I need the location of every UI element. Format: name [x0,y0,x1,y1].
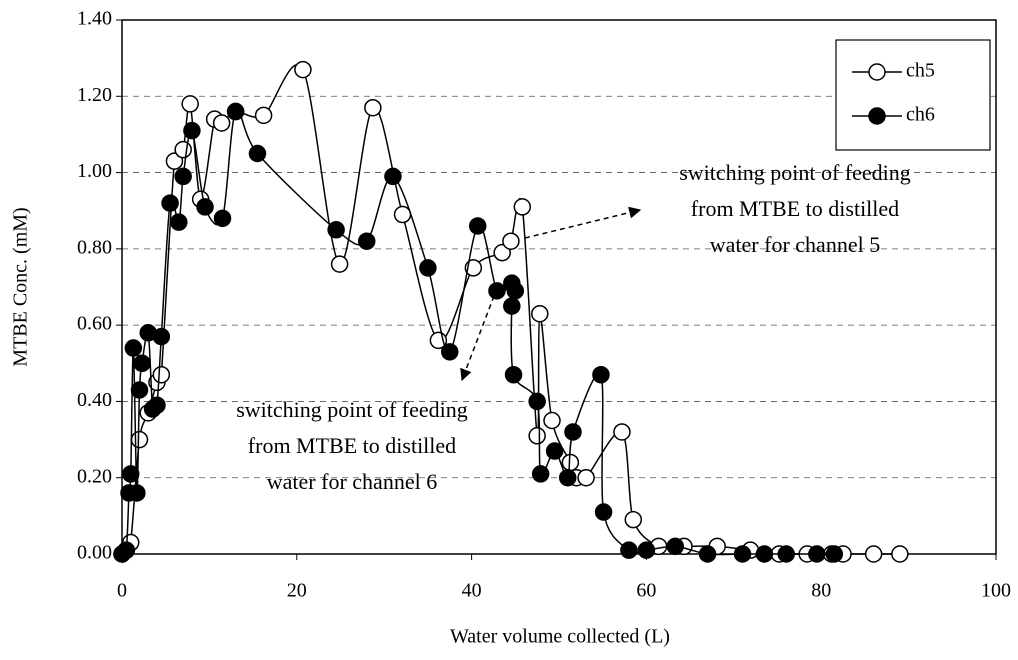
data-point [624,510,643,529]
data-point [613,423,631,441]
data-point [133,354,151,373]
data-point [254,106,273,125]
data-point [592,365,610,384]
legend-marker [868,63,886,81]
data-point [503,297,521,315]
data-point [493,243,511,262]
data-point [577,468,595,487]
data-point [558,468,577,487]
data-point [174,140,192,159]
data-point [620,541,638,559]
x-tick-label: 80 [811,580,831,602]
data-point [165,152,184,170]
data-point [213,209,232,228]
data-point [294,60,312,79]
data-point [488,282,506,300]
y-tick-label: 0.40 [77,389,112,411]
legend-marker [868,107,886,125]
legend-label: ch6 [906,104,935,126]
data-point [174,167,192,186]
data-point [468,217,487,235]
data-point [117,541,136,559]
data-point [130,430,149,449]
annotation-text: from MTBE to distilled [248,433,456,458]
data-point [504,365,523,384]
y-tick-label: 1.40 [77,8,112,30]
y-tick-label: 1.20 [77,84,112,106]
y-tick-label: 0.60 [77,313,112,335]
y-tick-label: 1.00 [77,160,112,182]
data-point [808,545,826,563]
annotation-arrow [524,206,642,239]
data-point [248,144,267,163]
data-point [419,259,437,277]
data-point [152,365,171,384]
data-point [327,221,345,239]
data-point [128,484,146,502]
data-point [183,121,201,140]
data-point [464,259,483,277]
data-point [733,545,752,563]
data-point [121,465,140,483]
data-point [226,102,245,121]
data-point [384,167,402,186]
annotation: switching point of feeding from MTBE to d… [679,160,911,257]
annotation: switching point of feeding from MTBE to d… [236,397,468,494]
data-point [528,392,546,411]
data-point [825,545,844,563]
data-point [130,381,149,399]
data-point [152,327,171,346]
data-point [506,282,525,300]
y-tick-label: 0.00 [77,542,112,564]
data-point [170,213,188,231]
annotation-text: water for channel 6 [267,469,437,494]
y-tick-label: 0.80 [77,236,112,258]
data-point [666,537,684,556]
data-point [564,423,582,441]
annotation-arrow [460,295,495,382]
data-point [755,545,774,563]
legend-box [835,39,991,151]
data-point [124,339,143,357]
data-point [181,95,199,113]
plot-frame [121,19,997,555]
data-point [364,98,382,117]
annotation-text: switching point of feeding [679,160,911,185]
data-point [148,396,166,414]
data-point [543,411,561,430]
data-point [545,442,564,460]
y-tick-label: 0.20 [77,465,112,487]
data-point [637,541,656,559]
annotation-text: from MTBE to distilled [691,196,899,221]
data-point [864,545,883,563]
data-point [502,232,520,250]
x-tick-label: 60 [636,580,656,602]
data-point [212,114,231,132]
data-point [330,255,349,273]
data-point [196,198,214,216]
data-point [531,465,550,483]
data-point [594,503,613,521]
data-point [698,545,717,563]
data-point [528,427,546,445]
data-point [357,232,376,250]
data-point [891,545,909,563]
data-point [441,343,459,361]
x-axis-label: Water volume collected (L) [450,626,670,648]
data-point [513,198,532,216]
x-tick-label: 20 [287,580,307,602]
x-tick-label: 0 [117,580,127,602]
data-point [393,205,412,224]
annotation-text: water for channel 5 [710,232,880,257]
annotation-text: switching point of feeding [236,397,468,422]
data-point [531,304,549,323]
x-tick-label: 40 [462,580,482,602]
data-point [161,194,179,212]
y-axis-label: MTBE Conc. (mM) [10,207,32,366]
data-point [777,545,795,563]
legend-label: ch5 [906,60,935,82]
x-tick-label: 100 [981,580,1011,602]
